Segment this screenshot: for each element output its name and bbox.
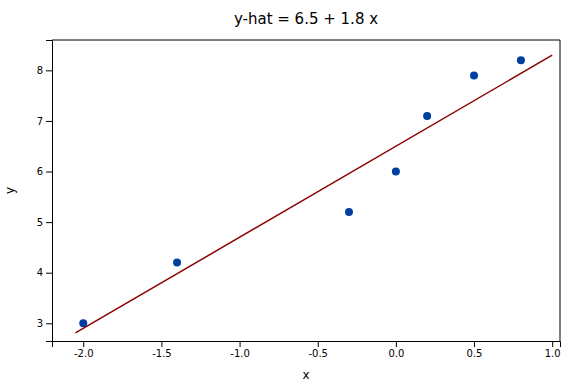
tick: 8 bbox=[37, 65, 52, 76]
frame bbox=[560, 40, 561, 341]
tick-mark bbox=[46, 323, 52, 324]
tick-mark bbox=[396, 341, 397, 347]
point bbox=[392, 168, 400, 176]
tick-mark bbox=[46, 273, 52, 274]
tick: -1.0 bbox=[230, 341, 250, 359]
tick: 7 bbox=[37, 116, 52, 127]
tick-mark bbox=[83, 341, 84, 347]
y-axis-title: y bbox=[3, 187, 17, 194]
tick: 0.5 bbox=[467, 341, 483, 359]
tick-label: 4 bbox=[37, 267, 43, 278]
regression-line bbox=[75, 55, 552, 333]
tick: 3 bbox=[37, 318, 52, 329]
point bbox=[423, 112, 431, 120]
tick-mark bbox=[46, 121, 52, 122]
plot-area: -2.0 -1.5 -1.0 -0.5 0.0 0.5 1.0 3 4 5 6 7 8 bbox=[37, 40, 561, 359]
tick-mark bbox=[240, 341, 241, 347]
tick-label: 1.0 bbox=[545, 348, 561, 359]
tick: -2.0 bbox=[74, 341, 94, 359]
tick-mark bbox=[552, 341, 553, 347]
tick: 6 bbox=[37, 166, 52, 177]
tick-mark bbox=[46, 172, 52, 173]
point bbox=[517, 56, 525, 64]
point bbox=[470, 71, 478, 79]
tick-label: 5 bbox=[37, 217, 43, 228]
tick-label: 7 bbox=[37, 116, 43, 127]
tick-label: 3 bbox=[37, 318, 43, 329]
tick-mark bbox=[161, 341, 162, 347]
tick-label: -1.5 bbox=[152, 348, 172, 359]
tick-label: -2.0 bbox=[74, 348, 94, 359]
tick: -0.5 bbox=[308, 341, 328, 359]
y-axis: 3 4 5 6 7 8 bbox=[37, 41, 53, 342]
tick-label: 8 bbox=[37, 65, 43, 76]
marks bbox=[75, 55, 552, 333]
chart: -2.0 -1.5 -1.0 -0.5 0.0 0.5 1.0 3 4 5 6 7 8 y-hat = 6… bbox=[0, 0, 578, 389]
x-axis-title: x bbox=[302, 368, 309, 382]
tick: 1.0 bbox=[545, 341, 561, 359]
tick-label: 6 bbox=[37, 166, 43, 177]
tick-label: -0.5 bbox=[308, 348, 328, 359]
tick: 5 bbox=[37, 217, 52, 228]
tick-mark bbox=[46, 70, 52, 71]
point bbox=[173, 259, 181, 267]
tick: -1.5 bbox=[152, 341, 172, 359]
axis-line bbox=[53, 342, 561, 348]
tick-mark bbox=[318, 341, 319, 347]
tick-label: -1.0 bbox=[230, 348, 250, 359]
tick-mark bbox=[474, 341, 475, 347]
tick: 4 bbox=[37, 267, 52, 278]
x-axis: -2.0 -1.5 -1.0 -0.5 0.0 0.5 1.0 bbox=[53, 341, 561, 359]
title: y-hat = 6.5 + 1.8 x bbox=[234, 10, 378, 28]
point bbox=[345, 208, 353, 216]
tick-label: 0.0 bbox=[388, 348, 404, 359]
frame bbox=[52, 40, 560, 41]
tick: 0.0 bbox=[388, 341, 404, 359]
tick-mark bbox=[46, 222, 52, 223]
tick-label: 0.5 bbox=[467, 348, 483, 359]
axis-line bbox=[46, 41, 53, 342]
